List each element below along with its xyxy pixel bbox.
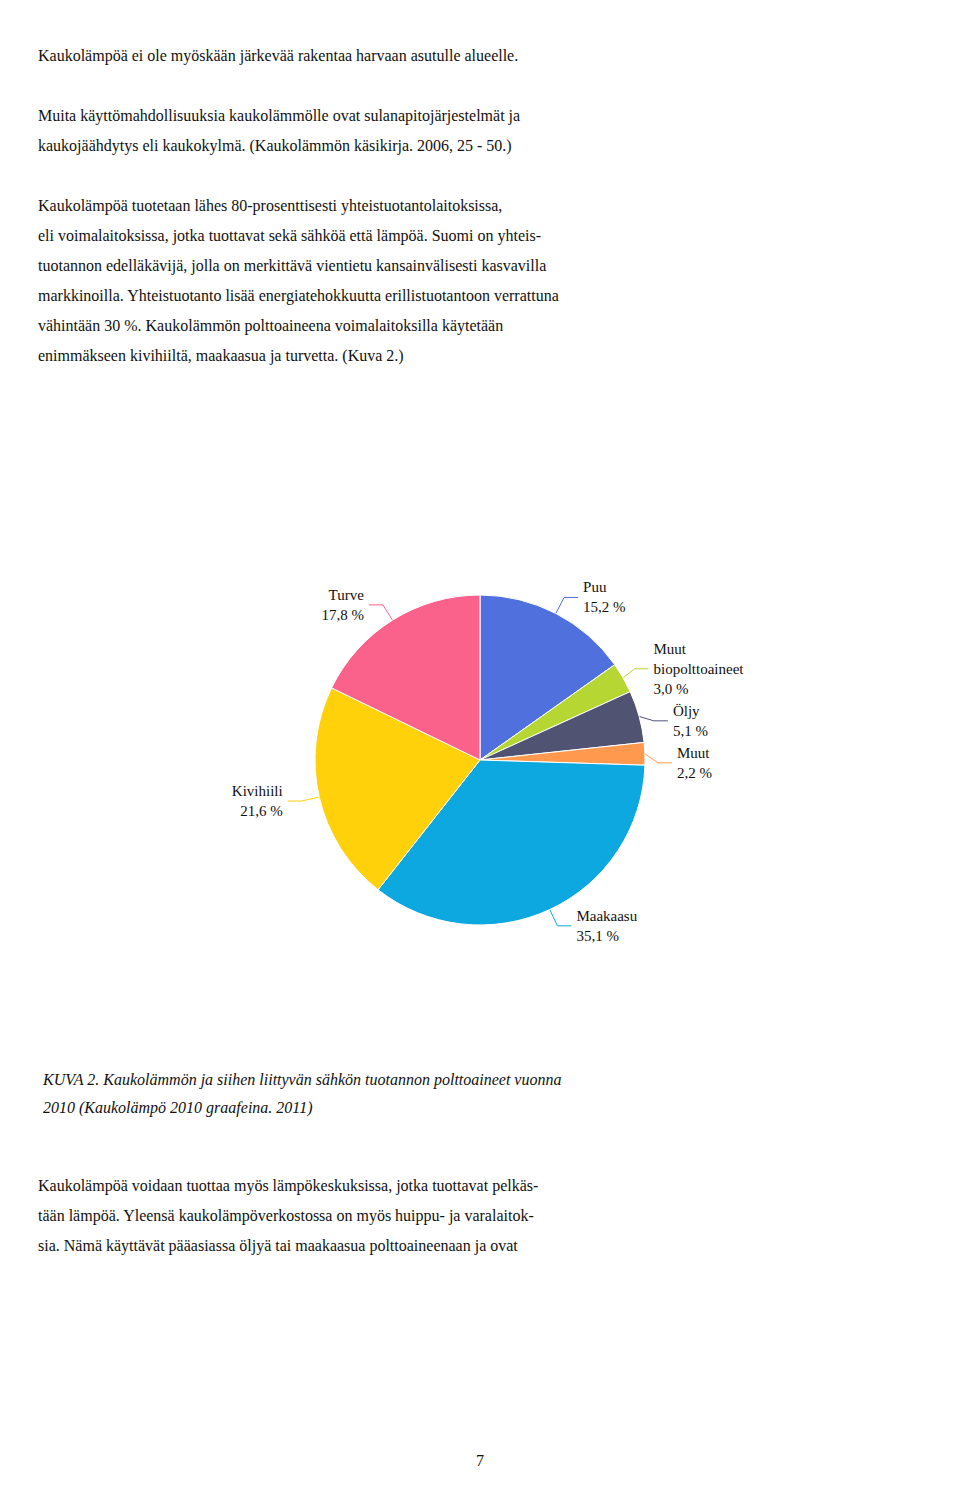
svg-text:35,1 %: 35,1 % xyxy=(576,928,619,944)
svg-text:tuotannon edelläkävijä, jolla: tuotannon edelläkävijä, jolla on merkitt… xyxy=(38,257,546,275)
svg-text:3,0 %: 3,0 % xyxy=(654,681,689,697)
svg-text:Puu: Puu xyxy=(583,579,607,595)
svg-text:tään lämpöä. Yleensä kaukolämp: tään lämpöä. Yleensä kaukolämpöverkostos… xyxy=(38,1207,534,1225)
svg-text:Kaukolämpöä tuotetaan lähes 80: Kaukolämpöä tuotetaan lähes 80-prosentti… xyxy=(38,197,502,215)
svg-text:21,6 %: 21,6 % xyxy=(240,803,283,819)
svg-text:5,1 %: 5,1 % xyxy=(673,723,708,739)
svg-text:vähintään 30 %. Kaukolämmön po: vähintään 30 %. Kaukolämmön polttoaineen… xyxy=(38,317,503,335)
svg-text:Turve: Turve xyxy=(329,587,365,603)
svg-text:enimmäkseen kivihiiltä, maakaa: enimmäkseen kivihiiltä, maakaasua ja tur… xyxy=(38,347,404,365)
svg-text:Muita käyttömahdollisuuksia ka: Muita käyttömahdollisuuksia kaukolämmöll… xyxy=(38,107,520,125)
svg-text:Kaukolämpöä voidaan tuottaa my: Kaukolämpöä voidaan tuottaa myös lämpöke… xyxy=(38,1177,538,1195)
svg-text:15,2 %: 15,2 % xyxy=(583,599,626,615)
svg-text:markkinoilla. Yhteistuotanto l: markkinoilla. Yhteistuotanto lisää energ… xyxy=(38,287,559,305)
svg-text:kaukojäähdytys eli kaukokylmä.: kaukojäähdytys eli kaukokylmä. (Kaukoläm… xyxy=(38,137,512,155)
svg-text:2010 (Kaukolämpö 2010 graafein: 2010 (Kaukolämpö 2010 graafeina. 2011) xyxy=(43,1099,312,1117)
svg-text:Öljy: Öljy xyxy=(673,703,700,719)
svg-text:biopolttoaineet: biopolttoaineet xyxy=(654,661,745,677)
svg-text:Muut: Muut xyxy=(654,641,687,657)
svg-text:Kivihiili: Kivihiili xyxy=(232,783,283,799)
svg-text:17,8 %: 17,8 % xyxy=(321,607,364,623)
svg-text:Maakaasu: Maakaasu xyxy=(576,908,637,924)
svg-text:Kaukolämpöä ei ole myöskään jä: Kaukolämpöä ei ole myöskään järkevää rak… xyxy=(38,47,518,65)
svg-text:7: 7 xyxy=(476,1452,484,1469)
svg-text:Muut: Muut xyxy=(677,745,710,761)
svg-text:eli voimalaitoksissa, jotka tu: eli voimalaitoksissa, jotka tuottavat se… xyxy=(38,227,541,245)
svg-text:sia. Nämä käyttävät pääasiassa: sia. Nämä käyttävät pääasiassa öljyä tai… xyxy=(38,1237,518,1255)
svg-text:2,2 %: 2,2 % xyxy=(677,765,712,781)
svg-text:KUVA 2. Kaukolämmön ja siihen: KUVA 2. Kaukolämmön ja siihen liittyvän … xyxy=(42,1071,561,1089)
